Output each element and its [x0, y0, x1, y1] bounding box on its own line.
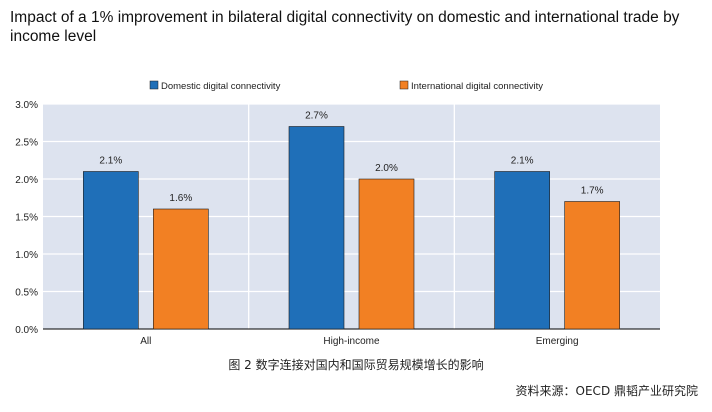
y-tick-label: 0.5% — [15, 288, 38, 299]
data-label: 1.6% — [169, 193, 192, 204]
data-label: 1.7% — [581, 186, 604, 197]
bar — [153, 208, 209, 330]
legend-swatch — [149, 80, 159, 90]
x-tick-label: Emerging — [536, 336, 579, 347]
y-tick-label: 1.0% — [15, 250, 38, 261]
legend-label: International digital connectivity — [411, 81, 543, 92]
x-tick-label: High-income — [323, 336, 380, 347]
chart-title: Impact of a 1% improvement in bilateral … — [10, 9, 680, 45]
figure-caption: 图 2 数字连接对国内和国际贸易规模增长的影响 — [228, 358, 484, 372]
data-label: 2.7% — [305, 111, 328, 122]
y-tick-label: 3.0% — [15, 100, 38, 111]
legend-label: Domestic digital connectivity — [161, 81, 281, 92]
data-label: 2.1% — [99, 156, 122, 167]
data-label: 2.0% — [375, 163, 398, 174]
source-note: 资料来源：OECD 鼎韬产业研究院 — [515, 384, 698, 398]
bar — [288, 126, 345, 330]
y-tick-label: 2.5% — [15, 138, 38, 149]
legend-swatch — [399, 80, 409, 90]
bar — [494, 171, 550, 330]
y-tick-label: 1.5% — [15, 213, 38, 224]
data-label: 2.1% — [511, 156, 534, 167]
x-tick-label: All — [140, 336, 151, 347]
bar — [358, 178, 415, 330]
bar — [564, 201, 620, 330]
y-tick-label: 2.0% — [15, 175, 38, 186]
y-tick-label: 0.0% — [15, 325, 38, 336]
bar — [83, 171, 139, 330]
